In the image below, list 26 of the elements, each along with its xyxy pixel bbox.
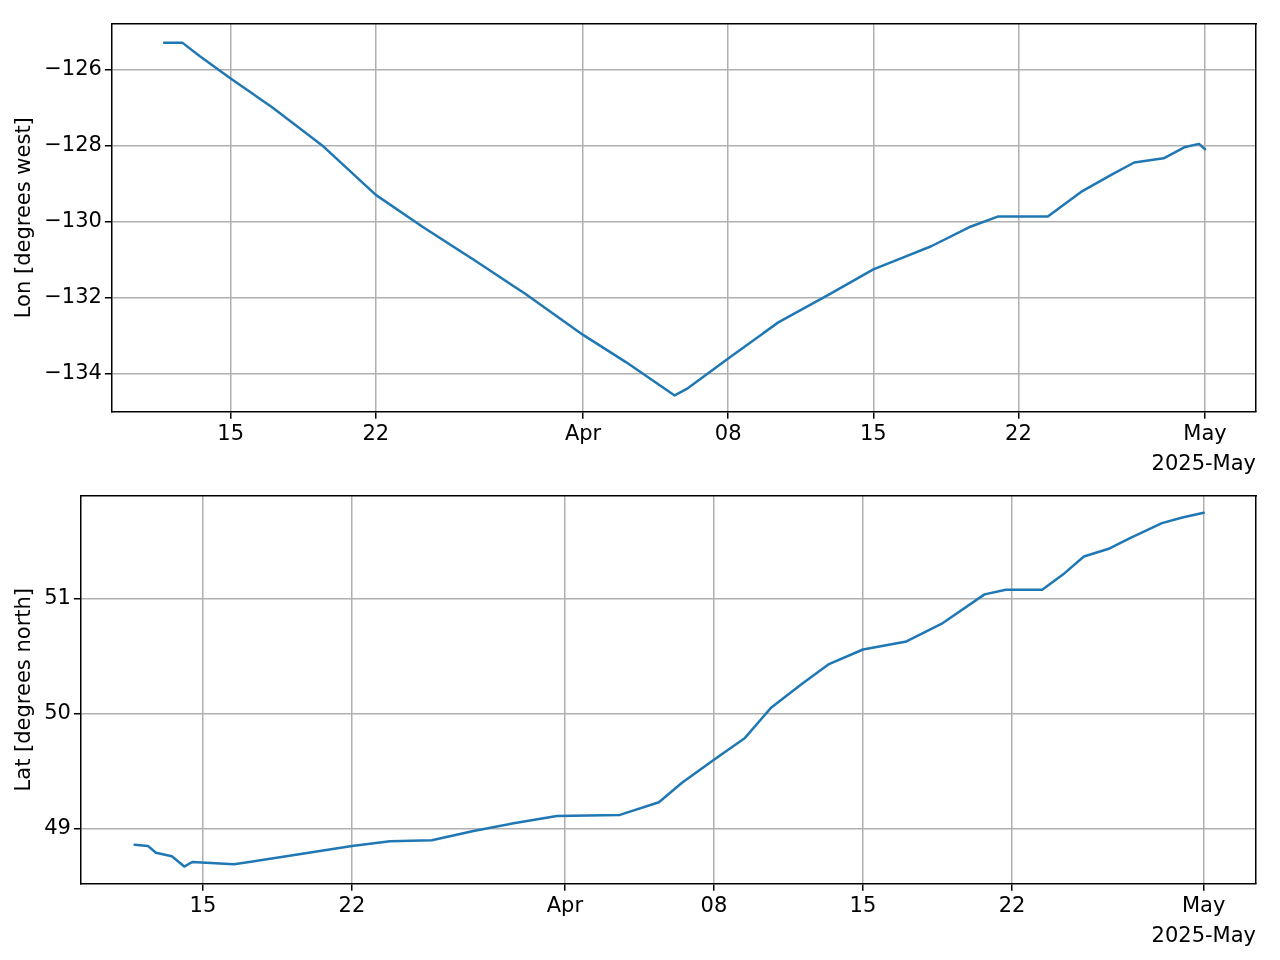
y-tick-label: 51 (44, 585, 71, 610)
y-tick-label: −132 (44, 284, 102, 309)
x-tick-label: May (1181, 892, 1226, 917)
x-tick-label: 08 (700, 892, 728, 917)
x-tick-label: Apr (564, 420, 602, 445)
y-tick-label: 49 (44, 815, 71, 840)
y-tick-label: 50 (44, 700, 71, 725)
y-tick-label: −128 (44, 131, 102, 156)
y-tick-label: −130 (44, 207, 102, 232)
text: 2025-May (1151, 450, 1256, 475)
y-tick-label: −126 (44, 55, 102, 80)
y-axis-title: Lon [degrees west] (11, 117, 36, 319)
x-tick-label: 08 (714, 420, 742, 445)
text: 2025-May (1151, 922, 1256, 947)
y-tick-label: −134 (44, 360, 102, 385)
x-tick-label: 22 (1005, 420, 1032, 445)
x-tick-label: 15 (849, 892, 877, 917)
x-tick-label: 22 (998, 892, 1026, 917)
x-tick-label: 15 (859, 420, 887, 445)
x-tick-label: May (1183, 420, 1227, 445)
x-tick-label: Apr (546, 892, 584, 917)
x-tick-label: 22 (338, 892, 366, 917)
x-tick-label: 15 (217, 420, 245, 445)
y-axis-title: Lat [degrees north] (11, 587, 36, 792)
x-tick-label: 15 (189, 892, 217, 917)
x-tick-label: 22 (362, 420, 390, 445)
